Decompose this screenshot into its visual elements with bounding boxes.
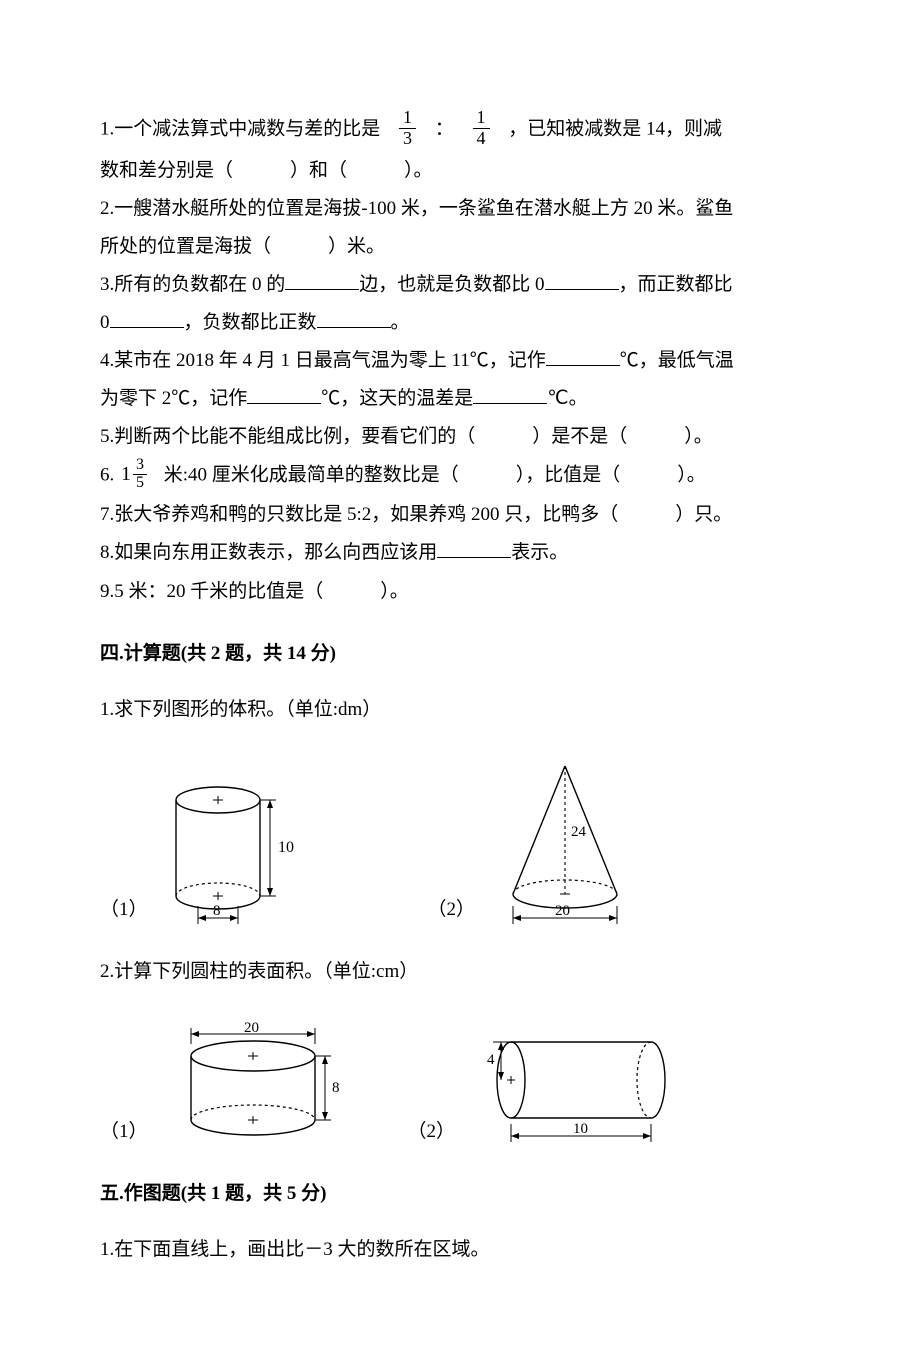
q1-colon: ：	[435, 119, 454, 140]
s4q1: 1.求下列图形的体积。（单位:dm）	[100, 692, 820, 728]
q2-line1: 2.一艘潜水艇所处的位置是海拔-100 米，一条鲨鱼在潜水艇上方 20 米。鲨鱼	[100, 191, 820, 227]
q7: 7.张大爷养鸡和鸭的只数比是 5:2，如果养鸡 200 只，比鸭多（ ）只。	[100, 497, 820, 533]
cyl2-h-label: 8	[332, 1080, 340, 1096]
cylinder2-svg: 20 8	[158, 1020, 348, 1150]
cylinder3-svg: 4 10	[465, 1020, 685, 1150]
cone-d-label: 20	[555, 903, 570, 919]
section4-title: 四.计算题(共 2 题，共 14 分)	[100, 636, 820, 672]
q1-frac1: 1 3	[399, 108, 416, 149]
q4-line1: 4.某市在 2018 年 4 月 1 日最高气温为零上 11℃，记作℃，最低气温	[100, 343, 820, 379]
cyl1-d-label: 8	[213, 903, 221, 919]
q4-line2: 为零下 2℃，记作℃，这天的温差是℃。	[100, 381, 820, 417]
blank	[317, 308, 391, 328]
q6: 6. 135 米:40 厘米化成最简单的整数比是（ ），比值是（ ）。	[100, 457, 820, 495]
section5-title: 五.作图题(共 1 题，共 5 分)	[100, 1176, 820, 1212]
blank	[545, 270, 619, 290]
cyl2-d-label: 20	[244, 1020, 259, 1036]
fig2-label: （2）	[428, 892, 476, 928]
q1-post: ，已知被减数是 14，则减	[508, 119, 722, 140]
fig4-label: （2）	[408, 1114, 456, 1150]
q2-line2: 所处的位置是海拔（ ）米。	[100, 229, 820, 265]
cylinder-svg: 10 8	[158, 778, 308, 928]
s4q1-figures: （1） 10 8 （2	[100, 758, 820, 928]
fig3-label: （1）	[100, 1114, 148, 1150]
q8: 8.如果向东用正数表示，那么向西应该用表示。	[100, 535, 820, 571]
q1-line1: 1.一个减法算式中减数与差的比是 1 3 ： 1 4 ，已知被减数是 14，则减	[100, 110, 820, 151]
q1-frac2: 1 4	[473, 108, 490, 149]
cone-svg: 24 20	[485, 758, 655, 928]
blank	[437, 539, 511, 559]
cyl3-r-label: 4	[487, 1052, 495, 1068]
fig-cylinder-1: （1） 10 8	[100, 778, 308, 928]
cyl3-l-label: 10	[573, 1121, 588, 1137]
cone-h-label: 24	[571, 824, 587, 840]
fig-cylinder-2: （1） 20 8	[100, 1020, 348, 1150]
q5: 5.判断两个比能不能组成比例，要看它们的（ ）是不是（ ）。	[100, 419, 820, 455]
blank	[110, 308, 184, 328]
s5q1: 1.在下面直线上，画出比－3 大的数所在区域。	[100, 1232, 820, 1268]
q9: 9.5 米：20 千米的比值是（ ）。	[100, 574, 820, 610]
blank	[247, 384, 321, 404]
q3: 3.所有的负数都在 0 的边，也就是负数都比 0，而正数都比	[100, 267, 820, 303]
blank	[473, 384, 547, 404]
fig-cylinder-3: （2） 4 10	[408, 1020, 686, 1150]
s4q2-figures: （1） 20 8 （2	[100, 1020, 820, 1150]
blank	[285, 270, 359, 290]
fig-cone: （2） 24 20	[428, 758, 656, 928]
fig1-label: （1）	[100, 892, 148, 928]
blank	[546, 346, 620, 366]
s4q2: 2.计算下列圆柱的表面积。（单位:cm）	[100, 954, 820, 990]
cyl1-h-label: 10	[278, 839, 294, 856]
q3-line2: 0，负数都比正数。	[100, 305, 820, 341]
q1-line2: 数和差分别是（ ）和（ ）。	[100, 153, 820, 189]
q6-mixed: 135	[121, 455, 147, 493]
q1-pre: 1.一个减法算式中减数与差的比是	[100, 119, 380, 140]
